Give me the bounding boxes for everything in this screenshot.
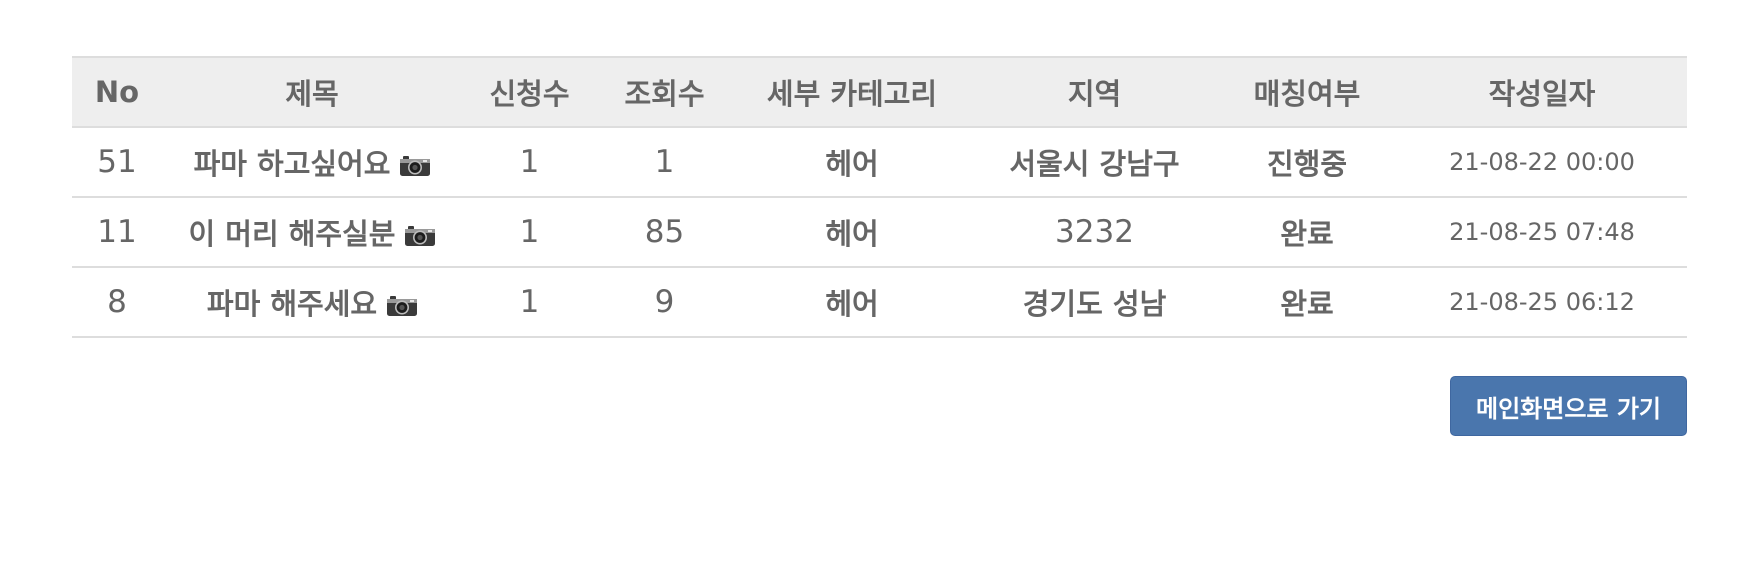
header-matching: 매칭여부 <box>1253 77 1361 111</box>
header-date: 작성일자 <box>1488 77 1596 111</box>
board-table: No 제목 신청수 조회수 세부 카테고리 지역 매칭여부 작성일자 51 파마… <box>72 56 1687 338</box>
camera-icon <box>387 295 418 316</box>
cell-category: 헤어 <box>825 287 879 321</box>
table-body: 51 파마 하고싶어요 1 1 헤어 서울시 강남구 진행중 21-08-22 … <box>72 127 1687 337</box>
camera-icon <box>405 225 436 246</box>
cell-views: 85 <box>644 214 685 250</box>
table-row[interactable]: 51 파마 하고싶어요 1 1 헤어 서울시 강남구 진행중 21-08-22 … <box>72 127 1687 197</box>
table-row[interactable]: 11 이 머리 해주실분 1 85 헤어 3232 완료 21-08-25 07… <box>72 197 1687 267</box>
cell-date: 21-08-25 07:48 <box>1449 218 1635 246</box>
header-no: No <box>94 75 140 109</box>
cell-views: 9 <box>654 284 675 320</box>
cell-title[interactable]: 이 머리 해주실분 <box>162 197 462 267</box>
camera-icon <box>400 155 431 176</box>
cell-no: 11 <box>97 214 137 250</box>
table-row[interactable]: 8 파마 해주세요 1 9 헤어 경기도 성남 완료 21-08-25 06:1… <box>72 267 1687 337</box>
header-title: 제목 <box>285 77 339 111</box>
cell-applicants: 1 <box>519 214 540 250</box>
cell-date: 21-08-25 06:12 <box>1449 288 1635 316</box>
cell-no: 8 <box>107 284 127 320</box>
cell-category: 헤어 <box>825 217 879 251</box>
header-category: 세부 카테고리 <box>766 77 938 111</box>
cell-applicants: 1 <box>519 144 540 180</box>
go-main-button[interactable]: 메인화면으로 가기 <box>1450 376 1687 436</box>
cell-title[interactable]: 파마 하고싶어요 <box>162 127 462 197</box>
post-title-link[interactable]: 파마 해주세요 <box>206 287 378 321</box>
header-views: 조회수 <box>624 77 705 111</box>
post-title-link[interactable]: 파마 하고싶어요 <box>193 147 391 181</box>
board-list: No 제목 신청수 조회수 세부 카테고리 지역 매칭여부 작성일자 51 파마… <box>72 56 1687 338</box>
cell-category: 헤어 <box>825 147 879 181</box>
header-row: No 제목 신청수 조회수 세부 카테고리 지역 매칭여부 작성일자 <box>72 57 1687 127</box>
cell-title[interactable]: 파마 해주세요 <box>162 267 462 337</box>
header-applicants: 신청수 <box>489 77 570 111</box>
cell-region: 서울시 강남구 <box>1009 147 1180 181</box>
cell-matching: 진행중 <box>1266 147 1348 181</box>
button-row: 메인화면으로 가기 <box>1450 376 1687 436</box>
cell-region: 3232 <box>1055 214 1134 250</box>
cell-matching: 완료 <box>1280 287 1334 321</box>
cell-region: 경기도 성남 <box>1022 287 1167 321</box>
cell-date: 21-08-22 00:00 <box>1449 148 1635 176</box>
post-title-link[interactable]: 이 머리 해주실분 <box>188 217 396 251</box>
cell-applicants: 1 <box>519 284 540 320</box>
cell-no: 51 <box>97 144 137 180</box>
cell-views: 1 <box>654 144 675 180</box>
cell-matching: 완료 <box>1280 217 1334 251</box>
header-region: 지역 <box>1067 77 1122 111</box>
table-header: No 제목 신청수 조회수 세부 카테고리 지역 매칭여부 작성일자 <box>72 57 1687 127</box>
